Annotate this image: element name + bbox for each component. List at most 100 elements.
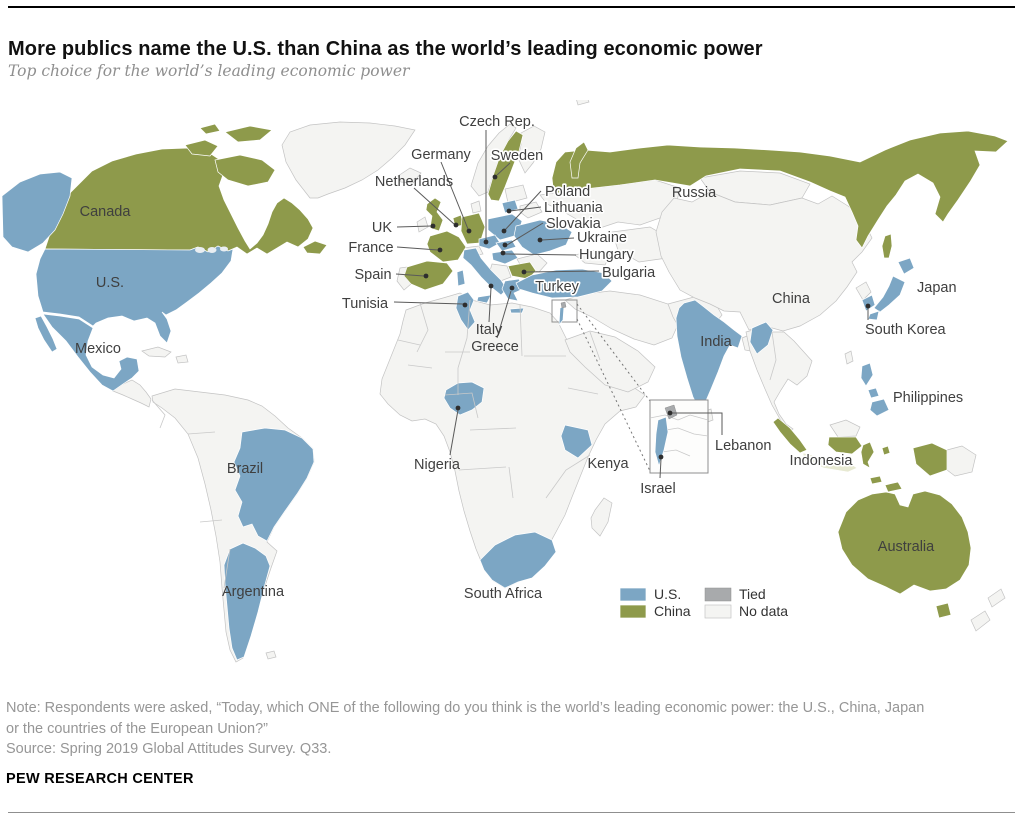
- dot-israel: [658, 454, 664, 460]
- country-argentina: [223, 542, 271, 661]
- leader-france: [396, 246, 439, 251]
- country-russia-sakhalin: [881, 233, 893, 259]
- country-australia-tasmania: [935, 602, 952, 619]
- page-subtitle: Top choice for the world’s leading econo…: [8, 62, 410, 80]
- country-canada-baffin: [214, 154, 276, 187]
- inset-connector-top: [576, 303, 651, 402]
- map-legend: U.S. China Tied No data: [619, 586, 788, 619]
- continent-africa: [379, 292, 646, 589]
- label-turkey: Turkey: [535, 279, 580, 295]
- country-lebanon-small: [560, 301, 567, 309]
- leader-spain: [395, 273, 425, 277]
- label-china: China: [772, 291, 811, 307]
- country-india: [675, 299, 743, 411]
- legend-swatch-china: [619, 604, 647, 619]
- country-indonesia-kalimantan: [827, 436, 863, 455]
- legend-label-tied: Tied: [739, 586, 766, 602]
- country-canada: [44, 147, 314, 255]
- great-lakes: [195, 246, 228, 253]
- dot-lebanon: [667, 410, 673, 416]
- label-australia: Australia: [878, 539, 935, 555]
- country-indonesia-sumatra: [772, 417, 808, 454]
- leader-tunisia: [393, 301, 464, 305]
- label-poland: Poland: [545, 184, 590, 200]
- marker-dots: [423, 174, 871, 460]
- label-uk: UK: [372, 220, 392, 236]
- country-us-alaska: [1, 171, 73, 253]
- country-mexico: [42, 313, 140, 392]
- label-russia: Russia: [672, 185, 717, 201]
- dot-tunisia: [462, 302, 468, 308]
- dot-hungary: [500, 250, 506, 256]
- country-indonesia-sulawesi: [860, 441, 875, 469]
- leader-nigeria: [449, 409, 459, 456]
- legend-swatch-no-data: [704, 604, 732, 619]
- label-netherlands: Netherlands: [375, 174, 453, 190]
- leader-italy: [488, 287, 492, 323]
- country-iceland: [397, 167, 422, 184]
- country-russia-novaya-zemlya: [569, 141, 589, 179]
- country-falklands: [265, 650, 277, 660]
- country-philippines-luzon: [860, 362, 874, 387]
- legend-label-china: China: [654, 603, 691, 619]
- dot-uk: [430, 223, 436, 229]
- country-ireland: [416, 216, 429, 233]
- label-slovakia: Slovakia: [546, 216, 602, 232]
- country-turkey: [515, 268, 613, 299]
- label-south-korea: South Korea: [865, 322, 947, 338]
- label-lebanon: Lebanon: [715, 438, 771, 454]
- country-china: [655, 191, 873, 332]
- label-israel: Israel: [640, 481, 675, 497]
- label-canada: Canada: [80, 204, 132, 220]
- label-argentina: Argentina: [222, 584, 285, 600]
- country-mexico-baja: [34, 315, 58, 353]
- pew-research-center-wordmark: PEW RESEARCH CENTER: [6, 771, 194, 787]
- world-map: Canada U.S. Mexico Brazil Argentina UK F…: [1, 87, 1009, 663]
- country-greece-crete: [509, 307, 525, 314]
- country-hispaniola: [175, 354, 189, 364]
- interior-borders: [151, 299, 777, 589]
- country-canada-victoria-island: [184, 139, 219, 157]
- country-japan-kyushu: [867, 310, 880, 321]
- leader-lithuania: [509, 206, 542, 212]
- country-south-korea: [861, 294, 876, 312]
- inset-connector-bottom: [576, 318, 651, 472]
- country-sweden: [487, 130, 524, 202]
- country-brazil: [233, 427, 315, 542]
- country-north-korea: [855, 281, 872, 301]
- country-baltics: [504, 184, 528, 204]
- country-russia: [551, 130, 1009, 249]
- label-japan: Japan: [917, 280, 957, 296]
- label-hungary: Hungary: [579, 247, 635, 263]
- dot-germany: [466, 228, 472, 234]
- country-spain: [403, 260, 454, 291]
- dot-sweden: [492, 174, 498, 180]
- note-text: Note: Respondents were asked, “Today, wh…: [6, 698, 1016, 739]
- dot-france: [437, 247, 443, 253]
- note-line-1: Note: Respondents were asked, “Today, wh…: [6, 700, 925, 716]
- country-japan-honshu: [873, 275, 906, 313]
- country-indonesia-java: [802, 452, 858, 473]
- label-bulgaria: Bulgaria: [602, 265, 656, 281]
- legend-swatch-tied: [704, 587, 732, 602]
- country-greenland: [281, 121, 416, 199]
- country-cuba: [141, 346, 172, 358]
- top-rule: [8, 6, 1015, 8]
- country-hungary: [491, 249, 519, 265]
- country-kenya: [560, 424, 593, 459]
- leader-greece: [496, 290, 512, 339]
- leader-hungary: [504, 253, 577, 256]
- label-mexico: Mexico: [75, 341, 121, 357]
- country-papua-new-guinea: [946, 445, 977, 477]
- leader-slovakia: [506, 222, 544, 246]
- label-spain: Spain: [354, 267, 391, 283]
- country-philippines-visayas: [867, 387, 880, 399]
- region-southeast-asia: [745, 327, 813, 432]
- dot-poland: [501, 228, 507, 234]
- country-labels: Canada U.S. Mexico Brazil Argentina UK F…: [75, 114, 963, 602]
- label-us: U.S.: [96, 275, 124, 291]
- dot-czech-rep: [483, 239, 489, 245]
- country-indonesia-west-papua: [912, 442, 948, 477]
- country-nigeria: [443, 381, 485, 416]
